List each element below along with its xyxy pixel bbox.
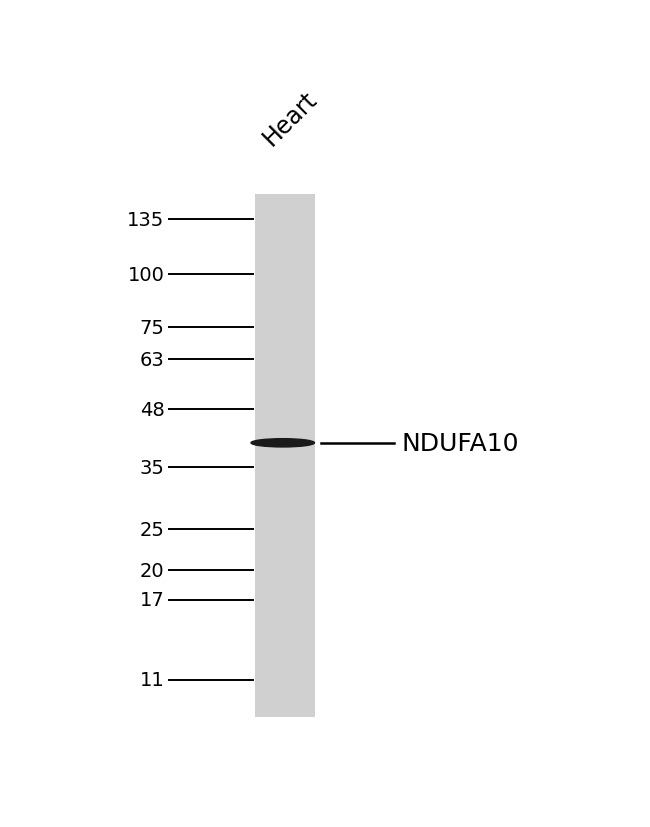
Text: 135: 135 bbox=[127, 211, 164, 230]
Text: 11: 11 bbox=[140, 671, 164, 690]
Text: 100: 100 bbox=[127, 265, 164, 284]
Text: NDUFA10: NDUFA10 bbox=[401, 431, 519, 455]
Text: 17: 17 bbox=[140, 590, 164, 609]
Ellipse shape bbox=[251, 439, 315, 447]
Text: 63: 63 bbox=[140, 351, 164, 370]
Text: 48: 48 bbox=[140, 400, 164, 419]
Text: 75: 75 bbox=[140, 318, 164, 337]
Text: Heart: Heart bbox=[258, 87, 322, 151]
Text: 20: 20 bbox=[140, 561, 164, 580]
Text: 25: 25 bbox=[140, 520, 164, 539]
Text: 35: 35 bbox=[140, 458, 164, 477]
Bar bbox=[255, 195, 315, 717]
